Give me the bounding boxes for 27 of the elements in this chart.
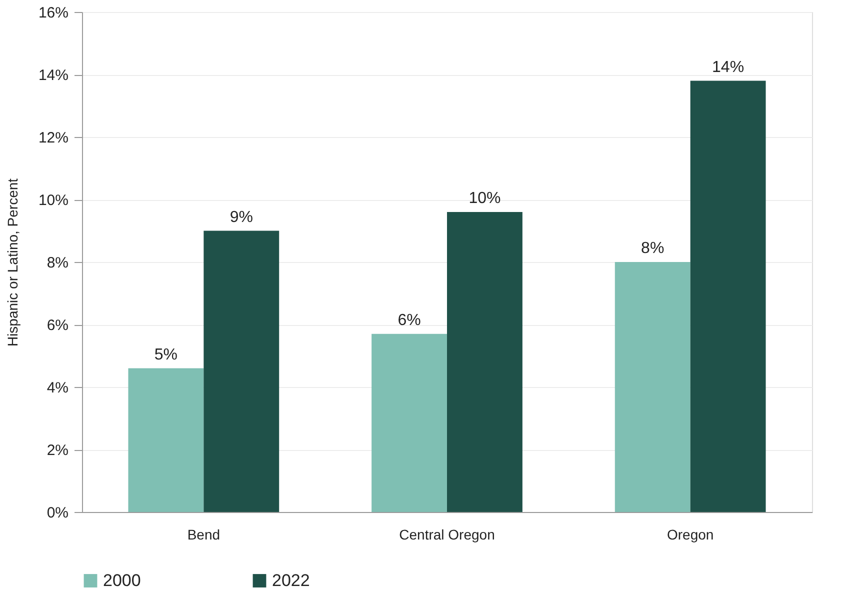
- legend-label: 2000: [103, 570, 141, 590]
- y-tick-label: 16%: [38, 4, 68, 22]
- bar: [204, 230, 280, 512]
- x-tick-label: Oregon: [666, 526, 714, 542]
- bar: [690, 80, 766, 512]
- bar: [614, 262, 690, 512]
- x-tick-label: Bend: [187, 526, 220, 542]
- data-label: 6%: [398, 312, 421, 329]
- x-tick-label: Central Oregon: [399, 526, 495, 542]
- y-tick-label: 12%: [38, 130, 68, 146]
- bar: [447, 212, 522, 512]
- y-tick-label: 8%: [46, 254, 68, 272]
- y-tick-label: 10%: [38, 192, 68, 209]
- y-axis-title: Hispanic or Latino, Percent: [4, 178, 20, 347]
- y-tick-label: 4%: [46, 380, 68, 396]
- bar: [128, 368, 204, 512]
- data-label: 14%: [712, 58, 744, 76]
- data-label: 8%: [641, 240, 664, 257]
- y-tick-label: 6%: [46, 317, 68, 334]
- bar: [372, 334, 447, 512]
- y-tick-label: 14%: [38, 67, 68, 84]
- data-label: 9%: [230, 208, 253, 226]
- data-label: 10%: [468, 190, 501, 207]
- y-tick-label: 0%: [46, 504, 68, 522]
- data-label: 5%: [154, 346, 178, 364]
- legend-label: 2022: [272, 570, 310, 590]
- y-tick-label: 2%: [46, 442, 68, 459]
